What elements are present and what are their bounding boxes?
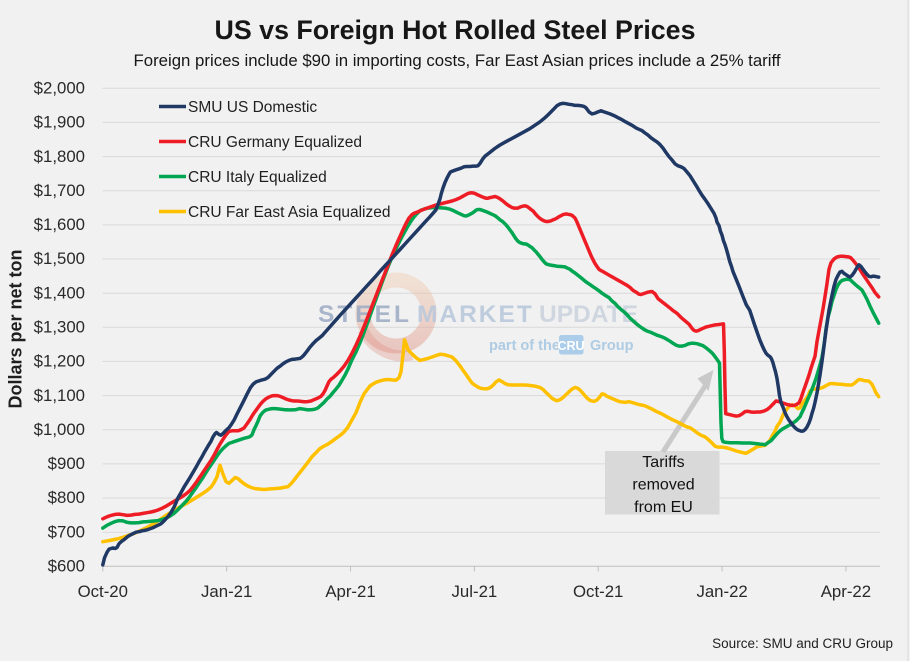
svg-text:$1,900: $1,900 bbox=[34, 113, 85, 132]
svg-text:Source: SMU and CRU Group: Source: SMU and CRU Group bbox=[712, 636, 893, 651]
svg-text:Jan-21: Jan-21 bbox=[201, 582, 252, 601]
svg-text:Group: Group bbox=[590, 338, 634, 354]
svg-text:Jul-21: Jul-21 bbox=[452, 582, 498, 601]
svg-text:Tariffs: Tariffs bbox=[642, 454, 684, 471]
svg-text:CRU Germany Equalized: CRU Germany Equalized bbox=[188, 134, 362, 151]
svg-text:removed: removed bbox=[632, 477, 694, 494]
svg-text:$900: $900 bbox=[48, 454, 85, 473]
svg-text:part of the: part of the bbox=[489, 338, 560, 354]
svg-text:$1,100: $1,100 bbox=[34, 386, 85, 405]
svg-text:MARKET: MARKET bbox=[417, 301, 534, 328]
svg-text:CRU: CRU bbox=[557, 339, 584, 353]
svg-text:US vs Foreign Hot Rolled Steel: US vs Foreign Hot Rolled Steel Prices bbox=[215, 15, 696, 45]
svg-text:$1,700: $1,700 bbox=[34, 181, 85, 200]
svg-text:Dollars per net ton: Dollars per net ton bbox=[6, 249, 26, 408]
svg-text:Foreign prices include $90 in: Foreign prices include $90 in importing … bbox=[133, 51, 780, 70]
svg-text:$1,200: $1,200 bbox=[34, 352, 85, 371]
svg-text:$1,500: $1,500 bbox=[34, 249, 85, 268]
svg-text:$1,300: $1,300 bbox=[34, 318, 85, 337]
svg-text:Apr-22: Apr-22 bbox=[821, 582, 871, 601]
svg-text:UPDATE: UPDATE bbox=[539, 301, 638, 328]
svg-text:Oct-21: Oct-21 bbox=[573, 582, 623, 601]
svg-text:Apr-21: Apr-21 bbox=[325, 582, 375, 601]
svg-text:$2,000: $2,000 bbox=[34, 79, 85, 98]
svg-text:Jan-22: Jan-22 bbox=[696, 582, 747, 601]
svg-text:$1,800: $1,800 bbox=[34, 147, 85, 166]
svg-text:$800: $800 bbox=[48, 488, 85, 507]
svg-text:$600: $600 bbox=[48, 557, 85, 576]
svg-text:$700: $700 bbox=[48, 522, 85, 541]
svg-text:$1,000: $1,000 bbox=[34, 420, 85, 439]
svg-text:$1,400: $1,400 bbox=[34, 283, 85, 302]
svg-text:CRU Far East Asia Equalized: CRU Far East Asia Equalized bbox=[188, 204, 390, 221]
svg-text:$1,600: $1,600 bbox=[34, 215, 85, 234]
svg-text:CRU Italy Equalized: CRU Italy Equalized bbox=[188, 169, 327, 186]
svg-text:Oct-20: Oct-20 bbox=[78, 582, 128, 601]
svg-text:from EU: from EU bbox=[634, 499, 693, 516]
svg-text:SMU US Domestic: SMU US Domestic bbox=[188, 99, 317, 116]
